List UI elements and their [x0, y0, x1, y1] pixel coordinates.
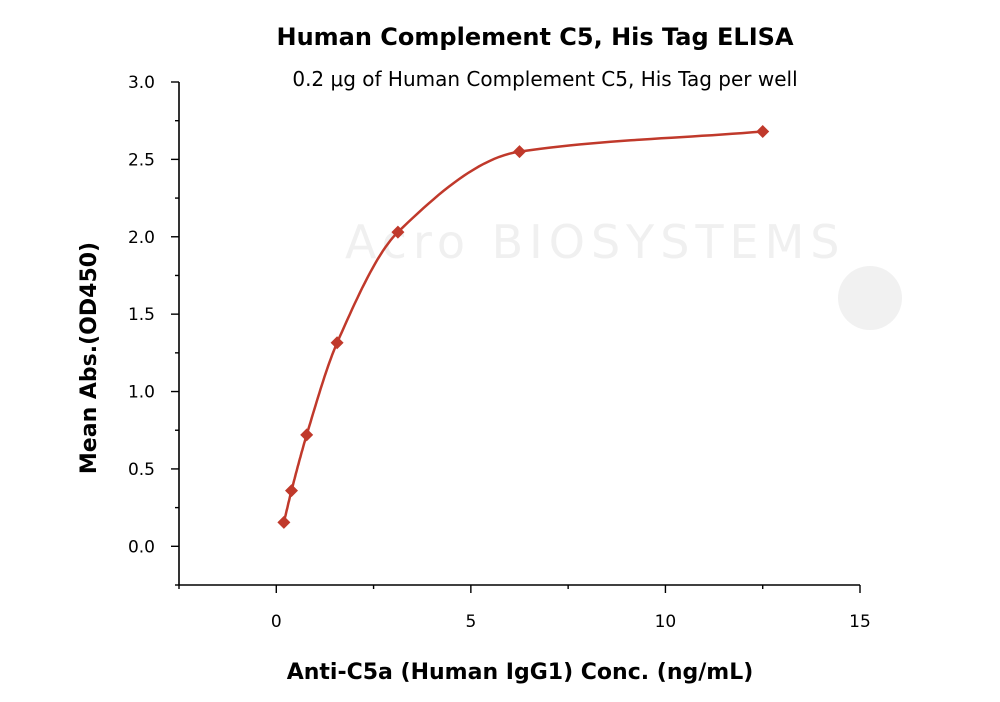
- data-point: [330, 336, 344, 350]
- y-tick-label: 1.0: [128, 383, 155, 403]
- data-points: [277, 125, 770, 529]
- watermark-text: Acro BIOSYSTEMS: [345, 215, 846, 269]
- y-tick-label: 0.5: [128, 460, 155, 480]
- y-ticks: 0.0 0.5 1.0 1.5 2.0 2.5 3.0: [128, 73, 179, 586]
- data-point: [756, 125, 770, 139]
- x-tick-label: 15: [849, 612, 871, 632]
- watermark-logo: Acro BIOSYSTEMS: [345, 215, 902, 330]
- data-point: [277, 515, 291, 529]
- axes: [178, 82, 860, 586]
- y-tick-label: 0.0: [128, 537, 155, 557]
- x-tick-label: 0: [271, 612, 282, 632]
- data-point: [285, 484, 299, 498]
- x-tick-label: 5: [465, 612, 476, 632]
- y-tick-label: 3.0: [128, 73, 155, 93]
- x-axis-label: Anti-C5a (Human IgG1) Conc. (ng/mL): [287, 660, 754, 685]
- chart-subtitle: 0.2 μg of Human Complement C5, His Tag p…: [292, 67, 797, 91]
- x-tick-label: 10: [655, 612, 677, 632]
- data-point: [391, 225, 405, 239]
- fit-curve: [282, 130, 763, 523]
- y-tick-label: 2.5: [128, 150, 155, 170]
- y-axis-label: Mean Abs.(OD450): [77, 242, 102, 474]
- y-tick-label: 1.5: [128, 305, 155, 325]
- data-point: [513, 145, 526, 159]
- x-ticks: 0 5 10 15: [178, 585, 871, 632]
- watermark-dot: [838, 266, 902, 330]
- y-tick-label: 2.0: [128, 228, 155, 248]
- data-point: [300, 428, 314, 442]
- chart-title: Human Complement C5, His Tag ELISA: [276, 23, 793, 51]
